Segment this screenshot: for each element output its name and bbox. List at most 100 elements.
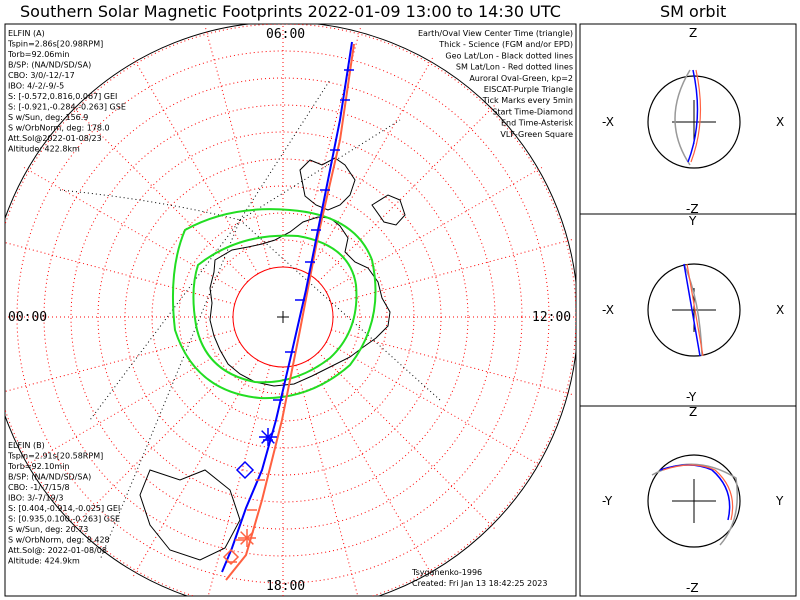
sm-longitude-line	[207, 365, 271, 596]
elfin-b-orbit	[686, 263, 704, 357]
legend-entry: VLF-Green Square	[500, 130, 573, 139]
sm-longitude-line	[331, 329, 573, 396]
auroral-oval-outer	[171, 208, 377, 400]
auroral-oval-inner	[192, 234, 358, 384]
footprint-tracks	[221, 41, 355, 581]
sm-longitude-line	[307, 56, 434, 274]
info-line: Altitude: 422.8km	[8, 145, 80, 154]
model-label: Tsyganenko-1996	[411, 568, 482, 577]
satellite-name: ELFIN (A)	[8, 29, 45, 38]
sm-latitude-circle	[97, 131, 469, 503]
map-layer	[5, 24, 576, 596]
info-line: Att.Sol@2022-01-08/23	[8, 134, 102, 143]
elfin-b-end-asterisk	[238, 529, 256, 547]
info-line: Torb=92.06min	[7, 50, 69, 59]
info-line: S: [-0.572,0.816,0.067] GEI	[8, 92, 117, 101]
orbit-axis-right: X	[776, 303, 784, 317]
orbit-axis-top: Z	[689, 26, 697, 40]
legend-entry: EISCAT-Purple Triangle	[484, 85, 573, 94]
australia-coast	[139, 469, 241, 561]
satellite-name: ELFIN (B)	[8, 441, 45, 450]
orbit-axis-left: -X	[602, 115, 614, 129]
south-america-coast	[299, 157, 356, 211]
info-line: S: [0.404,-0.914,-0.025] GEI	[8, 504, 120, 513]
sm-orbit-panels: Z -Z -X X Y -Y -X X Z -Z -Y Y	[602, 26, 784, 595]
info-line: S w/OrbNorm, deg: 178.0	[8, 124, 110, 133]
geo-grid-line	[239, 79, 331, 221]
info-line: B/SP: (NA/ND/SD/SA)	[8, 61, 91, 70]
elfin-b-orbit	[690, 69, 702, 163]
elfin-a-start-diamond	[235, 460, 255, 480]
geo-grid-line	[239, 119, 401, 221]
elfin-a-end-asterisk	[259, 428, 277, 446]
legend-entry: SM Lat/Lon - Red dotted lines	[456, 63, 573, 72]
info-line: CBO: -1/-7/15/8	[8, 483, 70, 492]
info-line: CBO: 3/0/-12/-17	[8, 71, 75, 80]
map-frame	[4, 23, 577, 597]
antarctica-coastline	[209, 216, 391, 387]
sm-longitude-line	[307, 360, 434, 578]
page-title: Southern Solar Magnetic Footprints 2022-…	[20, 2, 561, 21]
elfin-a-orbit	[687, 69, 699, 163]
sm-longitude-line	[132, 56, 259, 274]
earth-circle	[647, 263, 741, 357]
orbit-axis-right: X	[776, 115, 784, 129]
orbit-panel-frame-3	[579, 405, 797, 597]
elfin-a-orbit	[683, 263, 701, 357]
sm-longitude-line	[132, 360, 259, 578]
sm-longitude-line	[204, 27, 271, 269]
geo-grid-line	[89, 219, 241, 421]
geo-grid-line	[59, 189, 241, 221]
orbit-axis-right: Y	[775, 494, 784, 508]
info-line: Att.Sol@: 2022-01-08/08	[8, 546, 107, 555]
mlt-label-right: 12:00	[532, 310, 571, 325]
legend: Earth/Oval View Center Time (triangle) Th…	[418, 29, 573, 139]
sm-longitude-line	[326, 166, 544, 293]
info-line: S: [0.935,0.100,-0.263] GSE	[8, 515, 120, 524]
legend-entry: Geo Lat/Lon - Black dotted lines	[445, 51, 573, 60]
orbit-axis-bottom: -Z	[686, 202, 699, 216]
orbit-axis-left: -Y	[602, 494, 613, 508]
orbit-ground-track	[674, 69, 691, 166]
elfin-a-track	[221, 41, 353, 573]
legend-entry: Tick Marks every 5min	[482, 96, 573, 105]
info-line: Torb=92.10min	[7, 462, 69, 471]
info-line: S w/Sun, deg: 156.9	[8, 113, 88, 122]
info-line: S: [-0.921,-0.284,-0.263] GSE	[8, 103, 126, 112]
orbit-panel: Y -Y -X X	[602, 214, 784, 404]
sm-longitude-line	[331, 238, 573, 305]
legend-entry: Start Time-Diamond	[492, 107, 573, 116]
asterisk-stroke	[261, 430, 275, 444]
mlt-label-bottom: 18:00	[266, 579, 305, 594]
sm-longitude-line	[5, 241, 235, 305]
earth-circle	[647, 454, 741, 548]
info-line: IBO: 3/-7/19/3	[8, 494, 64, 503]
orbit-axis-top: Y	[688, 214, 697, 228]
info-line: Altitude: 424.9km	[8, 557, 80, 566]
legend-entry: Auroral Oval-Green, kp=2	[469, 74, 573, 83]
sm-latitude-circle	[178, 212, 388, 422]
orbit-axis-bottom: -Y	[686, 390, 697, 404]
orbit-panel: Z -Z -Y Y	[602, 405, 784, 595]
created-label: Created: Fri Jan 13 18:42:25 2023	[412, 579, 547, 588]
geo-grid	[59, 79, 441, 561]
sm-longitude-line	[326, 341, 544, 468]
info-line: S w/Sun, deg: 20.73	[8, 525, 88, 534]
sm-longitude-line	[318, 352, 496, 530]
elfin-b-orbit	[662, 464, 734, 521]
orbit-ground-track	[651, 463, 739, 546]
info-line: Tspin=2.86s[20.98RPM]	[7, 40, 103, 49]
orbit-panel: Z -Z -X X	[602, 26, 784, 216]
elfin-a-info: ELFIN (A) Tspin=2.86s[20.98RPM]Torb=92.06…	[7, 29, 126, 154]
asterisk-stroke	[240, 531, 254, 545]
sm-latitude-circle	[70, 104, 496, 530]
info-line: Tspin=2.91s[20.58RPM]	[7, 452, 103, 461]
sm-longitude-line	[70, 104, 248, 282]
info-line: IBO: 4/-2/-9/-5	[8, 82, 64, 91]
orbit-axis-left: -X	[602, 303, 614, 317]
mlt-label-top: 06:00	[266, 27, 305, 42]
sm-longitude-line	[318, 104, 496, 282]
sm-longitude-line	[295, 365, 359, 596]
sm-longitude-line	[22, 341, 240, 468]
orbit-axis-bottom: -Z	[686, 581, 699, 595]
